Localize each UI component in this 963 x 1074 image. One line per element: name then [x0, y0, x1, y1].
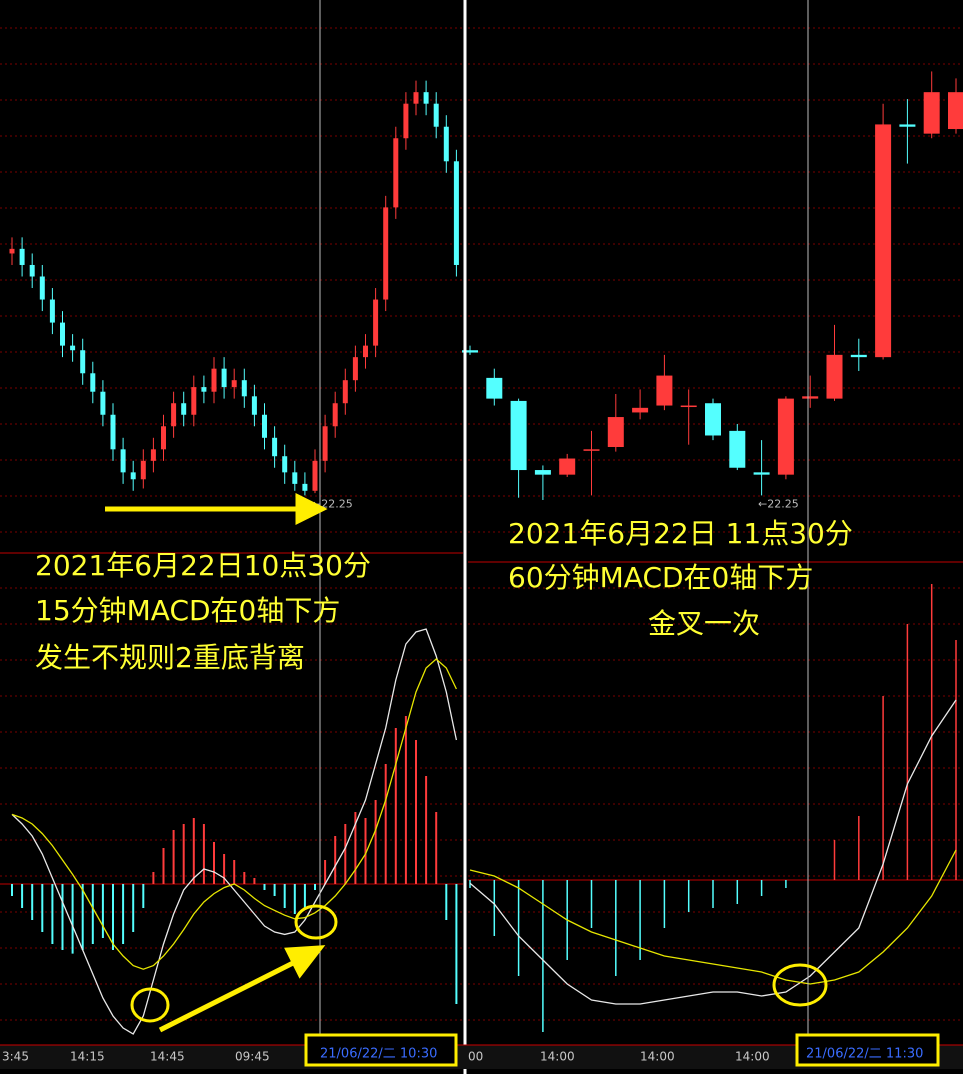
cursor-label: 21/06/22/二 10:30 — [320, 1047, 437, 1062]
time-label: 00 — [468, 1050, 483, 1064]
time-label: 14:00 — [735, 1050, 770, 1064]
candle-body — [850, 354, 867, 358]
note: 发生不规则2重底背离 — [35, 641, 305, 674]
arrow-head — [295, 492, 328, 526]
cursor-label: 21/06/22/二 11:30 — [806, 1047, 923, 1062]
candle-body — [302, 483, 308, 491]
time-label: 14:15 — [70, 1050, 105, 1064]
candle-body — [583, 449, 600, 451]
candle-body — [948, 92, 963, 130]
candle-body — [342, 380, 348, 404]
macd-dif — [469, 699, 957, 1005]
candle-body — [453, 161, 459, 265]
candle-body — [282, 456, 288, 473]
candle-body — [322, 426, 328, 461]
candle-body — [443, 126, 449, 162]
time-label: 3:45 — [2, 1050, 29, 1064]
candle-body — [923, 92, 940, 134]
note: 金叉一次 — [648, 607, 760, 640]
candle-body — [191, 387, 197, 415]
candle-body — [632, 407, 649, 413]
candle-body — [272, 437, 278, 457]
candle-body — [120, 449, 126, 473]
candle-body — [70, 345, 76, 351]
candle-body — [705, 403, 721, 436]
candle-body — [875, 124, 892, 358]
candle-body — [231, 380, 237, 388]
candle-body — [383, 207, 389, 300]
note: 15分钟MACD在0轴下方 — [35, 594, 340, 627]
time-label: 14:00 — [640, 1050, 675, 1064]
candle-body — [312, 460, 318, 491]
arrow-head — [284, 945, 326, 979]
low-marker: ←22.25 — [758, 497, 799, 510]
candle-body — [486, 377, 503, 399]
candle-body — [39, 276, 45, 300]
candle-body — [403, 103, 409, 139]
candle-body — [9, 248, 15, 254]
macd-dif — [11, 628, 458, 1035]
candle-body — [433, 103, 439, 127]
candle-body — [607, 417, 624, 448]
candle-body — [352, 357, 358, 381]
candle-body — [211, 368, 217, 392]
candle-body — [753, 472, 770, 475]
candle-body — [363, 345, 368, 358]
arrow — [158, 959, 297, 1033]
macd-dea — [469, 849, 957, 985]
time-label: 14:00 — [540, 1050, 575, 1064]
circle — [772, 963, 828, 1007]
candle-body — [777, 398, 794, 475]
candle-body — [826, 354, 843, 399]
cursor-box — [795, 1033, 940, 1067]
chart-layer: ←22.25 ←22.25 — [0, 27, 963, 1035]
candle-body — [462, 350, 478, 353]
note: 60分钟MACD在0轴下方 — [508, 561, 813, 594]
candle-body — [510, 400, 527, 471]
candle-body — [899, 124, 916, 127]
candle-body — [171, 403, 177, 427]
candle-body — [292, 472, 298, 484]
time-label: 09:45 — [235, 1050, 270, 1064]
candle-body — [802, 396, 819, 399]
candle-body — [130, 472, 136, 480]
candle-body — [393, 138, 399, 208]
candle-body — [100, 391, 106, 415]
candle-body — [60, 322, 65, 346]
annotations-shapes — [105, 492, 828, 1033]
candle-body — [413, 92, 419, 104]
circle — [294, 904, 338, 940]
candle-body — [251, 396, 257, 415]
candle-body — [181, 403, 187, 415]
macd-dea — [11, 658, 457, 970]
candle-body — [332, 403, 338, 427]
candle-body — [49, 299, 55, 323]
candle-body — [534, 470, 551, 475]
time-label: 14:45 — [150, 1050, 185, 1064]
candle-body — [201, 387, 207, 392]
candle-body — [150, 449, 156, 461]
candle-body — [262, 414, 267, 438]
candle-body — [241, 380, 247, 397]
candle-body — [656, 375, 673, 406]
circle — [130, 987, 170, 1023]
note: 2021年6月22日10点30分 — [35, 549, 371, 582]
candle-body — [161, 426, 166, 450]
candle-body — [559, 458, 576, 475]
candle-body — [729, 430, 746, 468]
candle-body — [423, 92, 429, 104]
candle-body — [110, 414, 116, 450]
note: 2021年6月22日 11点30分 — [508, 517, 853, 550]
candle-body — [221, 368, 227, 388]
candle-body — [373, 299, 379, 346]
candle-body — [29, 264, 35, 277]
cursor-box — [304, 1033, 458, 1067]
candle-body — [90, 373, 96, 392]
candle-body — [140, 460, 146, 480]
candle-body — [680, 405, 697, 408]
candle-body — [80, 350, 86, 374]
candle-body — [19, 248, 25, 265]
